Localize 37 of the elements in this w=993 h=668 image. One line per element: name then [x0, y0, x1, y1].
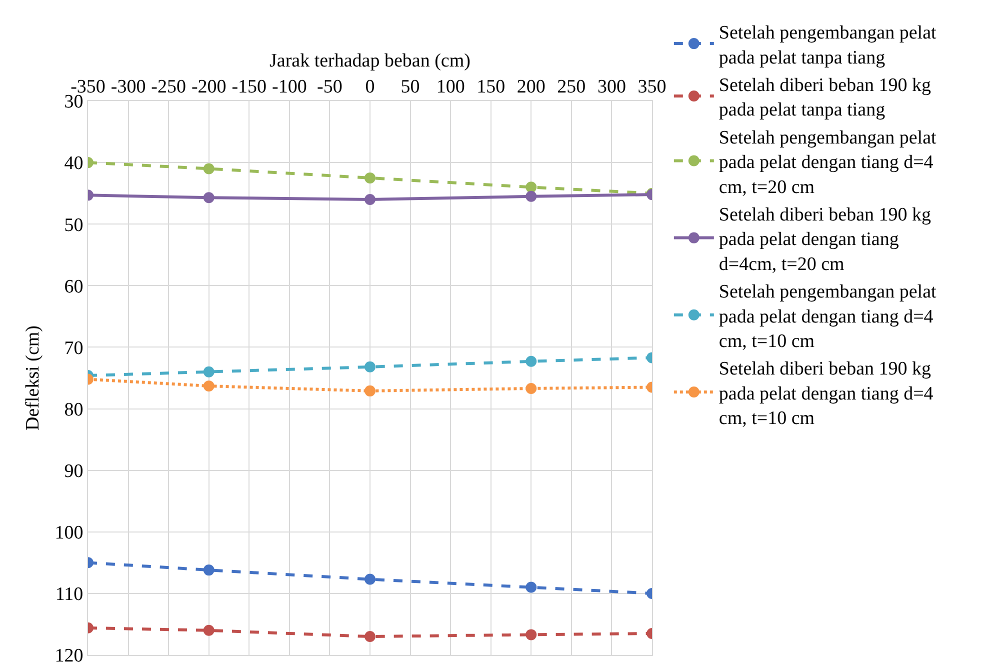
x-tick-label: -150 [232, 76, 267, 98]
x-tick-label: 300 [597, 76, 626, 98]
x-axis-title: Jarak terhadap beban (cm) [270, 50, 470, 72]
x-tick-label: -50 [317, 76, 342, 98]
y-tick-label: 80 [64, 399, 84, 420]
x-tick-label: 250 [557, 76, 586, 98]
point [364, 172, 376, 184]
x-tick-label: 200 [516, 76, 546, 98]
point [364, 574, 376, 585]
legend-label: Setelah diberi beban 190 kg pada pelat tanpa tiang [718, 75, 932, 121]
y-tick-label: 110 [55, 584, 84, 606]
x-tick-label: 350 [638, 76, 666, 98]
y-tick-label: 60 [64, 276, 84, 298]
y-tick-label: 40 [64, 153, 84, 174]
point [364, 385, 376, 396]
y-axis-title: Defleksi (cm) [22, 326, 44, 430]
x-tick-label: -100 [272, 76, 307, 98]
x-tick-label: 50 [400, 76, 420, 98]
x-tick-label: -200 [191, 76, 226, 98]
point [364, 631, 376, 642]
point [364, 194, 376, 205]
x-tick-label: -250 [151, 76, 186, 98]
y-tick-label: 120 [54, 646, 84, 667]
x-tick-label: 0 [365, 76, 375, 98]
point [364, 361, 376, 372]
y-tick-label: 70 [64, 338, 84, 359]
legend-label: Setelah pengembangan pelat pada pelat dengan tiang d=4 cm, t=10 cm [718, 282, 937, 352]
legend-label: Setelah pengembangan pelat pada pelat dengan tiang d=4 cm, t=20 cm [718, 127, 937, 198]
y-tick-label: 90 [64, 460, 84, 482]
y-tick-label: 50 [64, 214, 84, 236]
x-tick-label: 150 [476, 76, 506, 98]
legend-label: Setelah pengembangan pelat pada pelat tanpa tiang [718, 22, 937, 68]
legend-label: Setelah diberi beban 190 kg pada pelat dengan tiang d=4 cm, t=10 cm [718, 358, 934, 430]
x-tick-label: -300 [110, 76, 146, 98]
y-tick-label: 100 [54, 522, 84, 544]
legend-label: Setelah diberi beban 190 kg pada pelat dengan tiang d=4cm, t=20 cm [718, 204, 932, 275]
x-tick-label: 100 [436, 76, 465, 98]
